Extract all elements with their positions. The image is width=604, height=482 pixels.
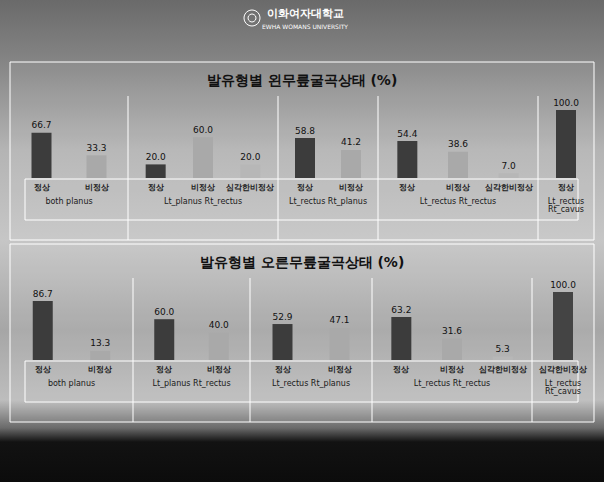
svg-text:Lt_rectus Rt_planus: Lt_rectus Rt_planus — [272, 379, 350, 388]
svg-text:정상: 정상 — [35, 365, 51, 374]
svg-text:비정상: 비정상 — [207, 365, 231, 374]
svg-text:심각한비정상: 심각한비정상 — [485, 183, 533, 192]
svg-text:정상: 정상 — [156, 365, 172, 374]
svg-text:5.3: 5.3 — [496, 344, 510, 354]
svg-text:비정상: 비정상 — [191, 183, 215, 192]
svg-text:Lt_planus Rt_rectus: Lt_planus Rt_rectus — [164, 197, 242, 206]
svg-text:Lt_rectus: Lt_rectus — [544, 378, 582, 388]
svg-text:비정상: 비정상 — [85, 183, 109, 192]
svg-text:52.9: 52.9 — [272, 312, 292, 322]
svg-text:20.0: 20.0 — [240, 152, 260, 162]
svg-text:발유형별 왼무릎굴곡상태 (%): 발유형별 왼무릎굴곡상태 (%) — [207, 72, 398, 88]
svg-text:13.3: 13.3 — [90, 338, 110, 348]
svg-text:Rt_cavus: Rt_cavus — [545, 387, 581, 396]
svg-text:이화여자대학교: 이화여자대학교 — [267, 7, 344, 20]
svg-text:Lt_planus Rt_rectus: Lt_planus Rt_rectus — [152, 379, 230, 388]
svg-text:20.0: 20.0 — [146, 152, 166, 162]
svg-text:정상: 정상 — [399, 183, 415, 192]
svg-text:EWHA WOMANS UNIVERSITY: EWHA WOMANS UNIVERSITY — [262, 23, 348, 30]
svg-text:발유형별 오른무릎굴곡상태 (%): 발유형별 오른무릎굴곡상태 (%) — [200, 254, 405, 270]
svg-text:비정상: 비정상 — [88, 365, 112, 374]
svg-text:Lt_rectus Rt_planus: Lt_rectus Rt_planus — [289, 197, 367, 206]
svg-text:Lt_rectus: Lt_rectus — [547, 196, 585, 206]
svg-text:비정상: 비정상 — [328, 365, 352, 374]
svg-text:비정상: 비정상 — [446, 183, 470, 192]
svg-text:100.0: 100.0 — [550, 280, 576, 290]
svg-text:정상: 정상 — [393, 365, 409, 374]
svg-text:정상: 정상 — [275, 365, 291, 374]
svg-text:정상: 정상 — [34, 183, 50, 192]
svg-text:Rt_cavus: Rt_cavus — [548, 205, 584, 214]
svg-text:40.0: 40.0 — [209, 320, 229, 330]
svg-text:31.6: 31.6 — [442, 326, 462, 336]
svg-text:47.1: 47.1 — [329, 315, 349, 325]
svg-text:100.0: 100.0 — [553, 98, 579, 108]
svg-text:비정상: 비정상 — [440, 365, 464, 374]
svg-text:38.6: 38.6 — [448, 139, 468, 149]
svg-text:41.2: 41.2 — [341, 137, 361, 147]
svg-text:정상: 정상 — [297, 183, 313, 192]
svg-text:정상: 정상 — [148, 183, 164, 192]
svg-text:54.4: 54.4 — [397, 129, 417, 139]
svg-text:심각한비정상: 심각한비정상 — [539, 365, 587, 374]
svg-text:both planus: both planus — [45, 197, 92, 206]
svg-text:58.8: 58.8 — [295, 126, 315, 136]
svg-text:33.3: 33.3 — [86, 143, 106, 153]
svg-text:86.7: 86.7 — [33, 289, 53, 299]
svg-text:7.0: 7.0 — [502, 161, 517, 171]
svg-text:both planus: both planus — [48, 379, 95, 388]
svg-text:Lt_rectus Rt_rectus: Lt_rectus Rt_rectus — [420, 197, 496, 206]
svg-text:66.7: 66.7 — [31, 120, 51, 130]
svg-text:63.2: 63.2 — [391, 305, 411, 315]
svg-text:심각한비정상: 심각한비정상 — [479, 365, 527, 374]
svg-text:비정상: 비정상 — [339, 183, 363, 192]
svg-text:정상: 정상 — [558, 183, 574, 192]
svg-text:60.0: 60.0 — [154, 307, 174, 317]
svg-text:Lt_rectus Rt_rectus: Lt_rectus Rt_rectus — [414, 379, 490, 388]
svg-text:60.0: 60.0 — [193, 125, 213, 135]
svg-text:심각한비정상: 심각한비정상 — [226, 183, 274, 192]
